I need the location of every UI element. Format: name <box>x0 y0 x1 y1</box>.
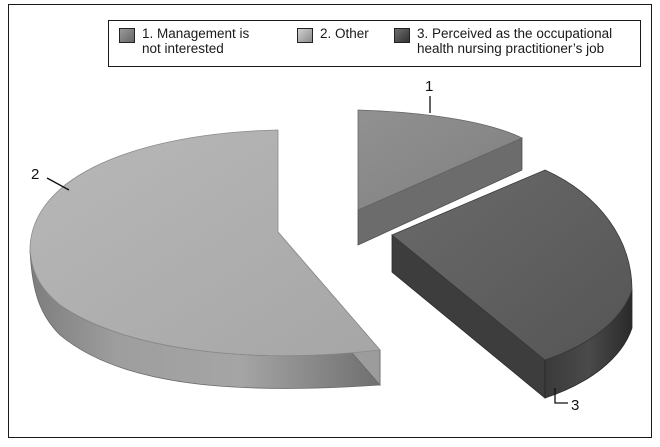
pie-slice-1 <box>357 109 523 246</box>
pie-slice-1-top <box>357 109 523 211</box>
legend-label-3: 3. Perceived as the occupational health … <box>417 26 613 56</box>
slice-label-3: 3 <box>554 388 579 414</box>
legend-item-1: 1. Management is not interested <box>119 26 249 56</box>
svg-text:3: 3 <box>571 397 579 414</box>
legend-swatch-2 <box>297 28 313 43</box>
svg-text:2: 2 <box>31 166 39 183</box>
legend-item-3: 3. Perceived as the occupational health … <box>394 26 612 56</box>
legend: 1. Management is not interested 2. Other… <box>108 20 641 67</box>
pie-slice-2-top <box>29 129 381 357</box>
legend-swatch-3 <box>394 28 410 43</box>
legend-label-2: 2. Other <box>320 26 369 41</box>
pie-slice-2 <box>29 129 381 389</box>
legend-label-1: 1. Management is not interested <box>142 26 250 56</box>
pie-slice-3 <box>391 169 633 399</box>
legend-item-2: 2. Other <box>297 26 369 43</box>
legend-swatch-1 <box>119 28 135 43</box>
slice-label-2: 2 <box>31 166 70 191</box>
slice-label-1: 1 <box>425 78 433 113</box>
svg-text:1: 1 <box>425 78 433 95</box>
pie-slice-3-top <box>391 169 633 361</box>
